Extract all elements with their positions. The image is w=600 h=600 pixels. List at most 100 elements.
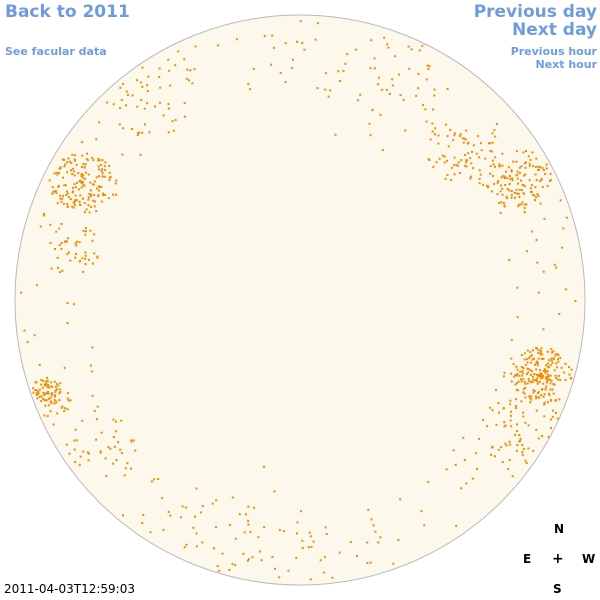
- facular-point: [465, 129, 468, 132]
- facular-point: [493, 129, 496, 132]
- see-facular-data-link[interactable]: See facular data: [5, 45, 107, 58]
- facular-point: [107, 197, 110, 200]
- facular-point: [344, 62, 347, 65]
- facular-point: [398, 73, 400, 76]
- facular-point: [104, 161, 107, 164]
- facular-point: [64, 163, 67, 166]
- facular-point: [499, 190, 502, 193]
- facular-point: [323, 555, 326, 558]
- facular-point: [272, 46, 275, 49]
- facular-point: [97, 195, 100, 198]
- facular-point: [550, 399, 552, 402]
- facular-point: [270, 63, 273, 66]
- facular-point: [89, 364, 92, 367]
- facular-point: [296, 521, 299, 524]
- facular-point: [154, 105, 156, 108]
- facular-point: [490, 453, 493, 456]
- facular-point: [65, 443, 68, 446]
- facular-point: [539, 353, 542, 356]
- facular-point: [370, 518, 373, 521]
- facular-point: [498, 411, 500, 414]
- facular-point: [525, 150, 527, 152]
- facular-point: [60, 406, 63, 409]
- facular-point: [228, 568, 231, 571]
- facular-point: [55, 192, 58, 195]
- facular-point: [63, 165, 66, 168]
- facular-point: [509, 177, 512, 180]
- facular-point: [487, 185, 490, 188]
- facular-point: [528, 164, 531, 167]
- facular-point: [550, 380, 553, 382]
- facular-point: [273, 490, 276, 493]
- facular-point: [82, 450, 85, 453]
- facular-point: [200, 511, 203, 514]
- facular-point: [534, 173, 537, 176]
- facular-point: [475, 452, 478, 455]
- facular-point: [56, 412, 59, 415]
- facular-point: [531, 358, 534, 361]
- facular-point: [479, 142, 482, 145]
- facular-point: [132, 439, 135, 442]
- facular-point: [520, 165, 523, 168]
- facular-point: [79, 181, 82, 184]
- facular-point: [542, 169, 545, 172]
- facular-point: [98, 168, 100, 171]
- facular-point: [519, 437, 522, 440]
- facular-point: [535, 165, 537, 168]
- facular-point: [356, 99, 359, 102]
- facular-point: [386, 43, 389, 46]
- facular-point: [534, 199, 536, 202]
- next-day-link[interactable]: Next day: [512, 20, 597, 40]
- facular-point: [115, 193, 118, 196]
- facular-point: [58, 171, 61, 174]
- facular-point: [144, 123, 146, 126]
- facular-point: [503, 177, 506, 180]
- facular-point: [95, 138, 98, 141]
- facular-point: [547, 435, 550, 438]
- facular-point: [529, 187, 532, 190]
- facular-point: [51, 392, 54, 395]
- facular-point: [515, 192, 518, 195]
- facular-point: [434, 133, 436, 136]
- facular-point: [85, 208, 88, 211]
- facular-point: [167, 58, 170, 61]
- facular-point: [79, 204, 82, 206]
- previous-day-link[interactable]: Previous day: [473, 2, 597, 22]
- facular-point: [139, 81, 142, 84]
- facular-point: [536, 382, 539, 385]
- facular-point: [494, 156, 497, 159]
- facular-point: [167, 511, 170, 513]
- facular-point: [535, 347, 538, 350]
- facular-point: [63, 158, 66, 161]
- facular-point: [408, 67, 411, 70]
- facular-point: [507, 468, 510, 471]
- facular-point: [324, 526, 327, 529]
- facular-point: [168, 69, 171, 72]
- facular-point: [71, 191, 74, 194]
- facular-point: [549, 374, 552, 377]
- facular-point: [514, 383, 517, 386]
- facular-point: [34, 381, 37, 384]
- facular-point: [80, 141, 83, 144]
- facular-point: [509, 414, 512, 417]
- facular-point: [538, 168, 540, 171]
- facular-point: [42, 397, 44, 400]
- facular-point: [520, 203, 523, 206]
- facular-point: [238, 513, 241, 516]
- facular-point: [81, 257, 84, 260]
- facular-point: [32, 387, 35, 390]
- facular-point: [59, 382, 62, 385]
- next-hour-link[interactable]: Next hour: [535, 58, 598, 71]
- facular-point: [83, 211, 86, 214]
- facular-point: [484, 157, 487, 160]
- facular-point: [146, 90, 149, 92]
- facular-point: [369, 134, 372, 137]
- previous-hour-link[interactable]: Previous hour: [510, 45, 597, 58]
- facular-point: [407, 45, 410, 48]
- facular-point: [518, 374, 521, 377]
- back-to-year-link[interactable]: Back to 2011: [5, 2, 130, 22]
- facular-point: [391, 84, 394, 87]
- facular-point: [535, 379, 538, 382]
- facular-point: [66, 161, 69, 164]
- facular-point: [536, 392, 539, 395]
